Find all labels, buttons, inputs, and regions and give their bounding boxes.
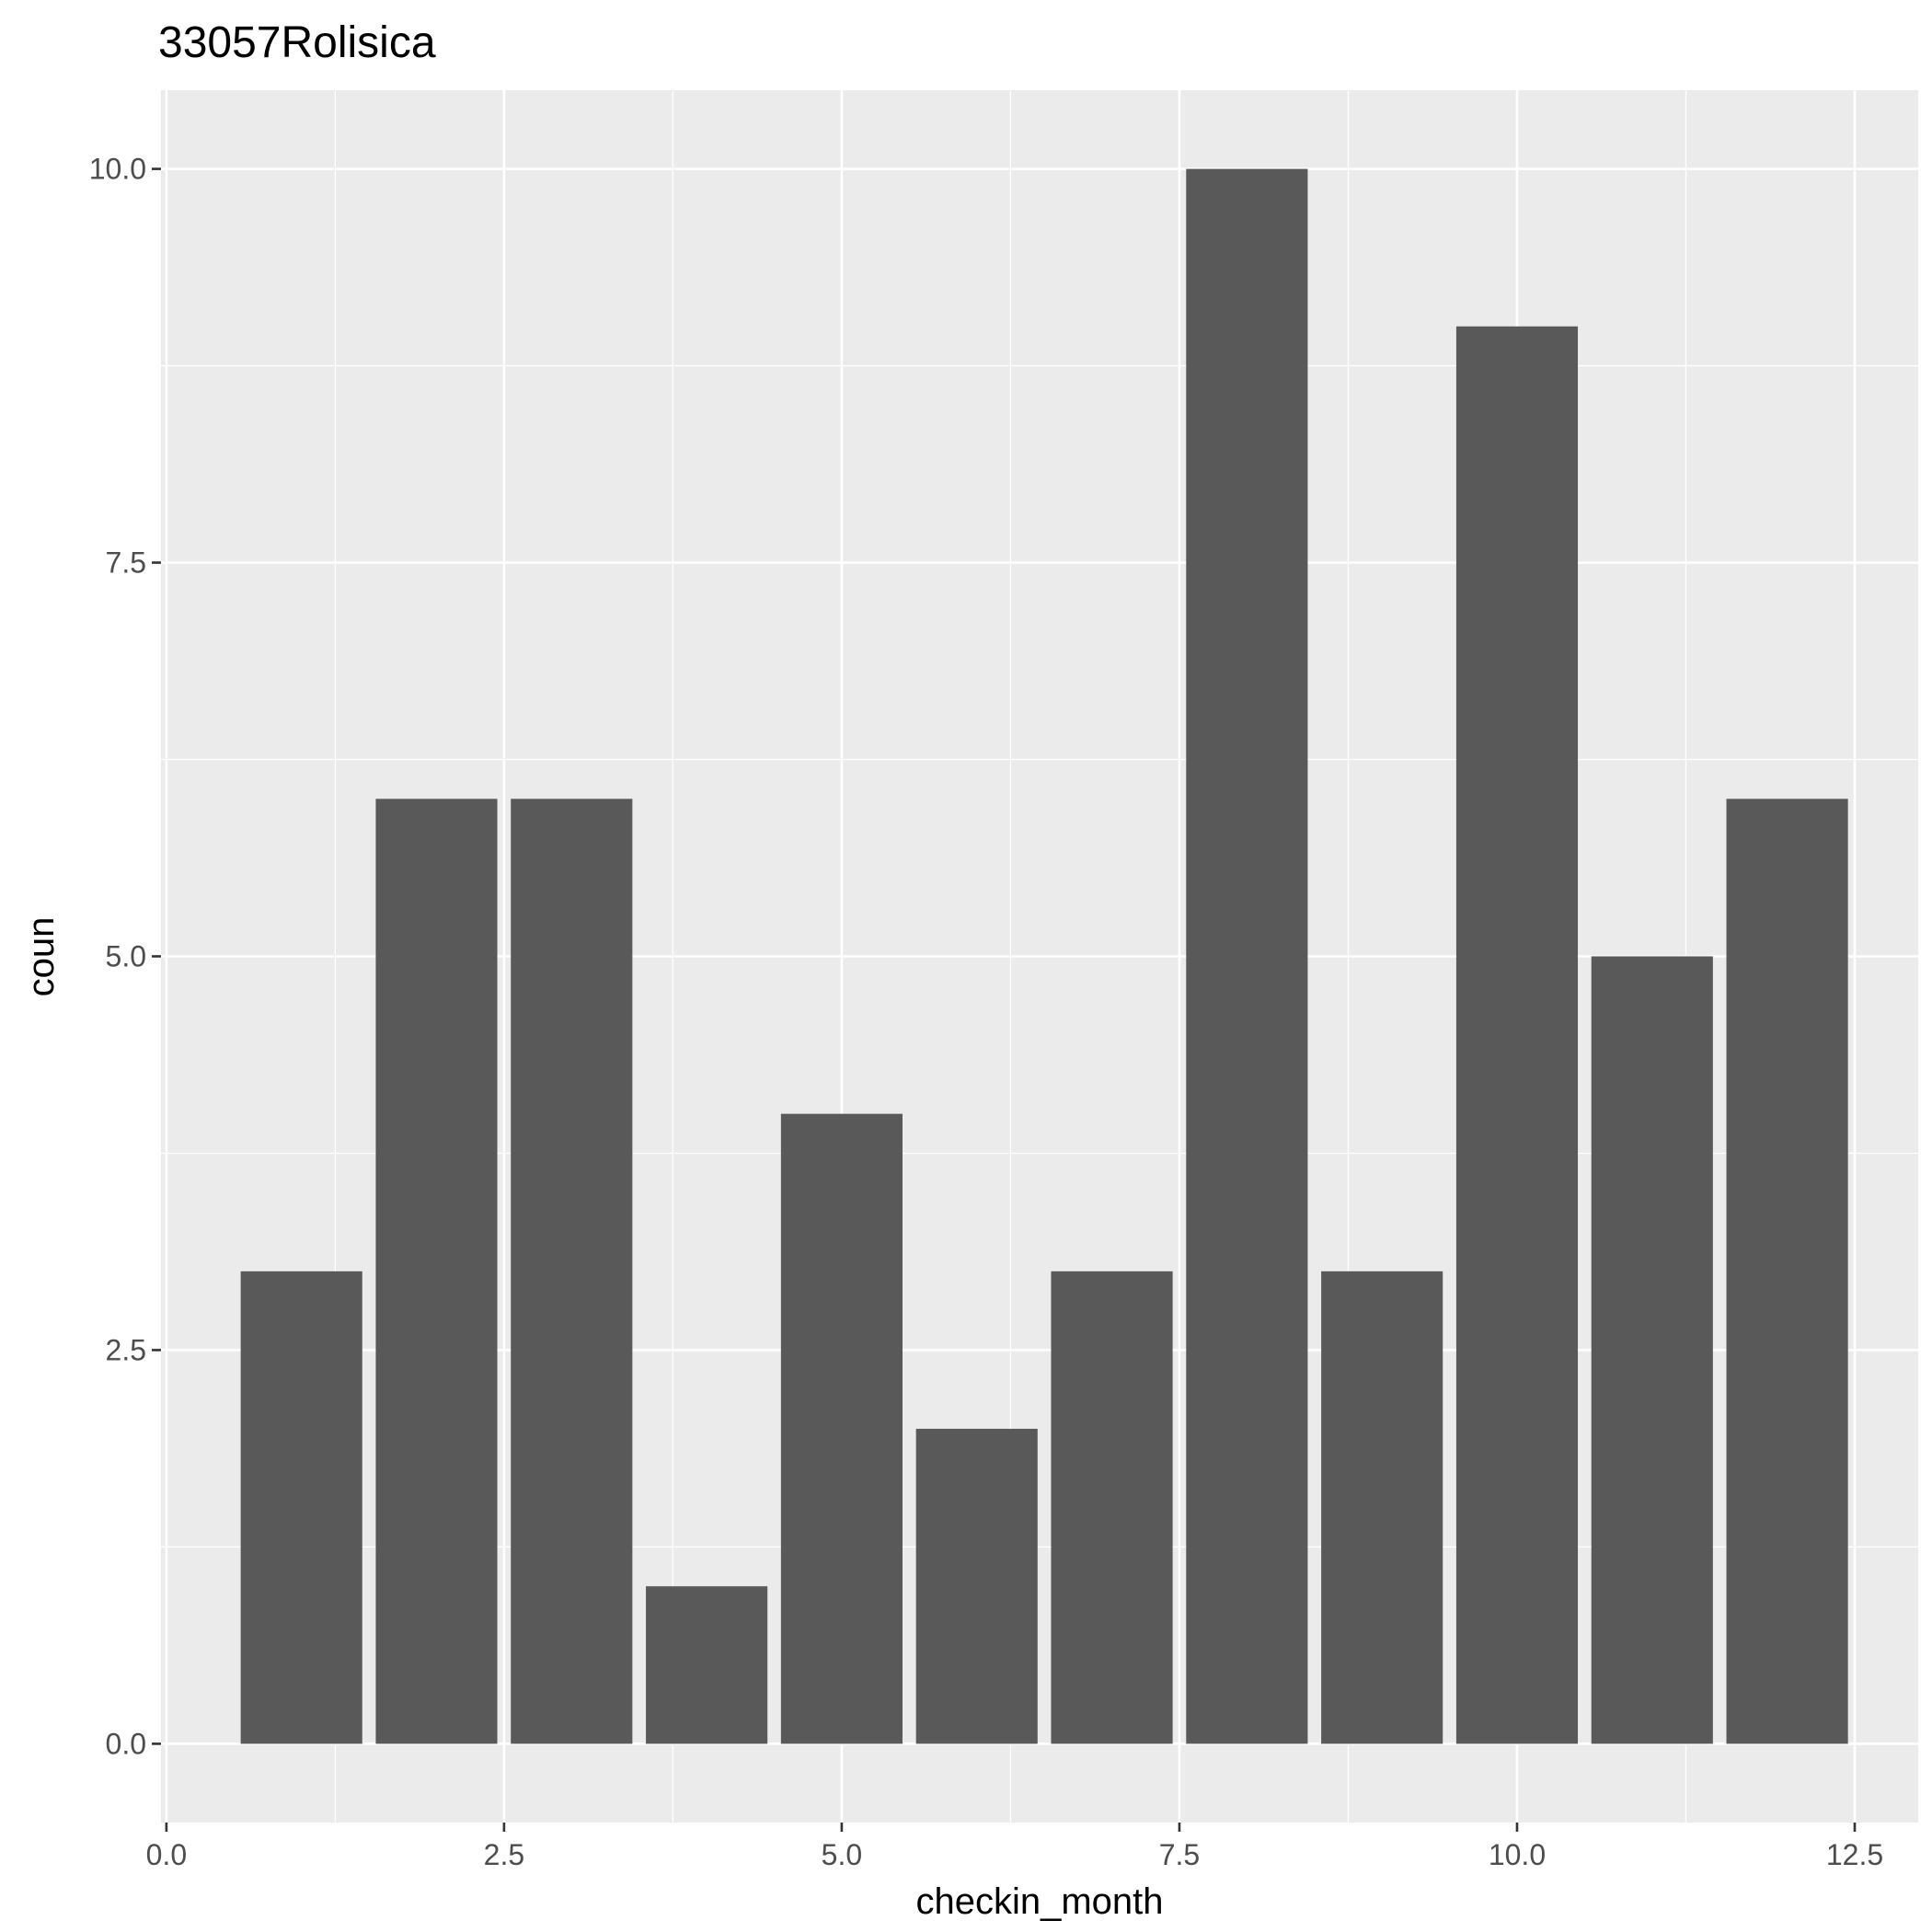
x-tick-label: 10.0 [1489, 1838, 1546, 1871]
y-tick-label: 0.0 [106, 1727, 146, 1760]
bar-month-4 [646, 1586, 768, 1744]
bar-month-7 [1051, 1271, 1173, 1744]
bar-month-10 [1455, 326, 1579, 1744]
x-axis: 0.0 2.5 5.0 7.5 10.0 12.5 [146, 1823, 1883, 1871]
chart-title: 33057Rolisica [158, 18, 436, 67]
y-tick-label: 7.5 [106, 546, 146, 580]
x-axis-title: checkin_month [915, 1881, 1163, 1922]
bar-month-2 [375, 799, 498, 1744]
bar-month-8 [1186, 168, 1308, 1744]
x-tick-label: 2.5 [484, 1838, 524, 1871]
y-tick-label: 10.0 [89, 153, 146, 186]
x-tick-label: 0.0 [146, 1838, 187, 1871]
x-tick-label: 12.5 [1826, 1838, 1883, 1871]
bar-month-12 [1726, 799, 1848, 1744]
bar-month-9 [1321, 1271, 1443, 1744]
y-axis-title: coun [21, 917, 62, 997]
bar-month-3 [511, 799, 633, 1744]
y-tick-label: 2.5 [106, 1333, 146, 1366]
x-tick-label: 5.0 [822, 1838, 862, 1871]
bar-month-5 [780, 1113, 903, 1744]
y-axis: 0.0 2.5 5.0 7.5 10.0 [89, 153, 161, 1760]
bar-month-1 [240, 1271, 362, 1744]
x-tick-label: 7.5 [1159, 1838, 1200, 1871]
y-tick-label: 5.0 [106, 940, 146, 973]
bar-month-11 [1591, 956, 1713, 1744]
bar-month-6 [915, 1429, 1038, 1744]
bars [240, 168, 1848, 1744]
